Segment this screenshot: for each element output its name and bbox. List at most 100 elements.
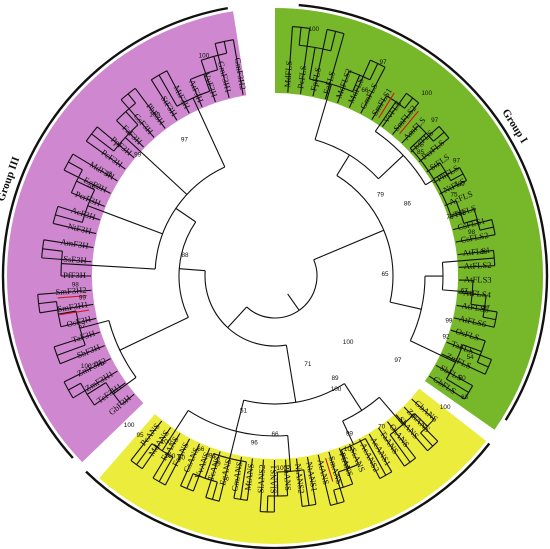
branch-26	[445, 344, 482, 393]
bootstrap-43: 100	[124, 422, 135, 429]
bootstrap-26: 89	[331, 375, 339, 382]
bootstrap-22: 100	[440, 404, 451, 411]
bootstrap-9: 55	[459, 210, 467, 217]
branch-21	[458, 279, 485, 307]
bootstrap-46: 97	[181, 137, 189, 144]
leaf-ntans2: NtANS2	[293, 463, 306, 494]
bootstrap-37: 66	[197, 446, 205, 453]
bootstrap-7: 100	[454, 181, 465, 188]
branch-2	[298, 27, 337, 52]
leaf-phans: PhANS	[282, 464, 293, 491]
g3-label: Group III	[0, 155, 22, 203]
leaf-mdfls: MdFLS	[282, 60, 294, 88]
leaf-atfls5: AtFLS5	[461, 300, 490, 314]
bootstrap-38: 60	[178, 455, 186, 462]
underline-smfls2	[399, 110, 419, 135]
bootstrap-12: 78	[446, 214, 454, 221]
bootstrap-55: 100	[93, 361, 104, 368]
bootstrap-44: 100	[199, 52, 210, 59]
bootstrap-21: 63	[461, 394, 469, 401]
branch-8	[410, 125, 450, 163]
leaf-slans2: SlANS2	[255, 464, 267, 493]
bootstrap-47: 99	[134, 152, 142, 159]
leaf-pcfls: PcFLS	[295, 65, 308, 90]
underline-smfls1	[378, 92, 395, 119]
root-stem	[287, 293, 300, 311]
leaf-atfls4: AtFLS4	[463, 287, 492, 300]
bootstrap-17: 99	[445, 318, 453, 325]
g1-ring	[298, 3, 549, 421]
branch-41	[266, 459, 289, 512]
branch-19	[454, 304, 498, 328]
bootstrap-51: 98	[72, 281, 80, 288]
branch-9	[401, 125, 445, 144]
group-bands	[7, 8, 543, 544]
branch-24	[450, 329, 489, 368]
bootstrap-40: 100	[161, 439, 172, 446]
leaf-ssf3h: SsF3H	[63, 254, 87, 266]
bootstrap-28: 100	[331, 386, 342, 393]
bootstrap-25: 100	[343, 339, 354, 346]
bootstrap-31: 100	[344, 446, 355, 453]
bootstrap-45: 100	[149, 111, 160, 118]
bootstrap-15: 67	[461, 288, 469, 295]
branch-33	[359, 433, 393, 479]
branch-74	[189, 56, 219, 108]
group-rings	[1, 3, 549, 549]
bootstrap-53: 57	[78, 323, 86, 330]
branch-40	[259, 459, 276, 513]
bootstrap-6: 97	[453, 158, 461, 165]
branch-43	[233, 456, 253, 501]
g2-ring	[85, 442, 491, 549]
bootstrap-5: 85	[417, 149, 425, 156]
bootstrap-20: 50	[459, 375, 467, 382]
bootstrap-50: 88	[181, 252, 189, 259]
branch-52	[235, 383, 363, 432]
leaf-smf3h1: SmF3H1	[57, 299, 89, 314]
branch-22	[441, 257, 495, 293]
branch-60	[79, 319, 137, 395]
branch-34	[317, 451, 345, 506]
underline-smans	[325, 458, 334, 482]
underline-smf3h2	[57, 295, 87, 299]
branch-45	[180, 443, 211, 492]
branch-4	[337, 63, 379, 104]
leaf-pff3h: PfF3H	[63, 270, 86, 280]
bootstrap-48: 98	[105, 171, 113, 178]
g3-ring	[1, 6, 228, 459]
tree-branches	[37, 26, 498, 513]
leaf-slans1: SlANS1	[268, 465, 278, 494]
branch-77	[119, 207, 197, 351]
g3-band	[7, 11, 247, 463]
bootstrap-33: 51	[240, 407, 248, 414]
g2-band	[99, 388, 487, 544]
bootstrap-14: 79	[377, 192, 385, 199]
bootstrap-35: 100	[276, 465, 287, 472]
bootstrap-52: 99	[79, 295, 87, 302]
bootstrap-41: 79	[214, 460, 222, 467]
branch-78	[179, 268, 297, 403]
bootstrap-4: 97	[431, 117, 439, 124]
bootstrap-23: 65	[381, 271, 389, 278]
bootstrap-18: 92	[442, 333, 450, 340]
bootstrap-36: 91	[209, 453, 217, 460]
bootstrap-13: 86	[404, 201, 412, 208]
bootstrap-2: 66	[361, 87, 369, 94]
bootstrap-10: 98	[468, 229, 476, 236]
bootstrap-29: 70	[378, 423, 386, 430]
branch-36	[337, 443, 360, 488]
bootstrap-11: 50	[480, 249, 488, 256]
leaf-atfls3: AtFLS3	[464, 274, 492, 285]
bootstrap-19: 54	[467, 354, 475, 361]
branch-67	[85, 126, 135, 170]
branch-79	[227, 229, 384, 328]
leaf-atfls1: AtFLS1	[462, 245, 491, 258]
branch-11	[426, 162, 464, 182]
underline-smf3h1	[59, 309, 90, 316]
bootstrap-16: 87	[483, 304, 491, 311]
leaf-mtans: MtANS	[243, 463, 256, 491]
branch-42	[276, 469, 310, 506]
branch-53	[63, 358, 118, 399]
bootstrap-0: 100	[308, 26, 319, 33]
bootstrap-42: 95	[136, 432, 144, 439]
